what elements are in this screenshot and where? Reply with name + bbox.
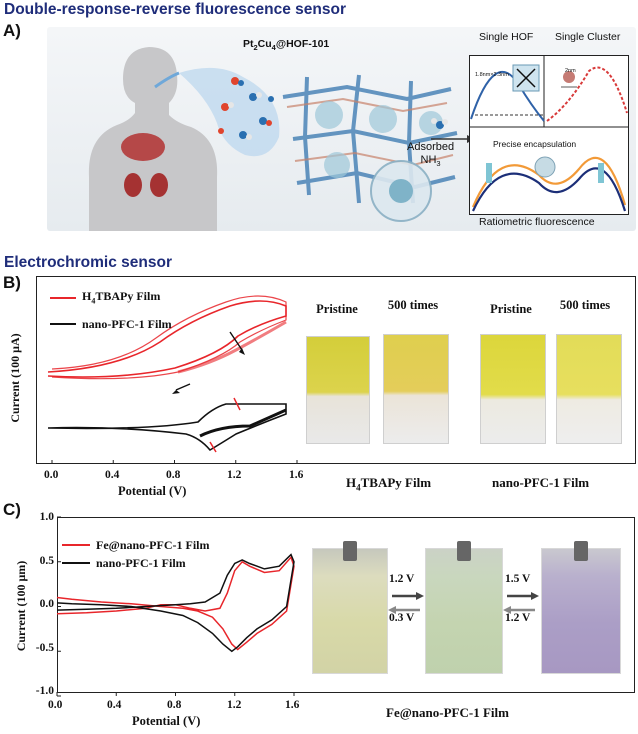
- fe-film-green-vial-photo: [425, 541, 503, 674]
- legend-b-nano-pfc1: nano-PFC-1 Film: [82, 317, 172, 331]
- ytick-c-1: 0.5: [39, 555, 54, 567]
- caption-fe-nano-pfc1-film: Fe@nano-PFC-1 Film: [386, 705, 509, 720]
- arrows-2-icon: [503, 592, 539, 614]
- inset-dimension-label: 1.8nm×2.3nm: [475, 72, 509, 78]
- xtick-c-2: 0.8: [167, 699, 182, 711]
- material-label: Pt2Cu4@HOF-101: [243, 38, 330, 53]
- panel-c-frame: [57, 517, 635, 693]
- panel-c-chart: [56, 516, 295, 697]
- legend-b-h4tbapy: H4TBAPy Film: [82, 289, 161, 306]
- fe-film-yellow-vial-photo: [312, 541, 388, 674]
- times-label-2: 500 times: [559, 298, 611, 312]
- arrows-1-icon: [388, 592, 424, 614]
- inset-cluster-size-label: 2nm: [565, 68, 576, 74]
- panel-b-xticks: 0.0 0.4 0.8 1.2 1.6: [0, 469, 304, 483]
- panel-a-illustration: Pt2Cu4@HOF-101 Adsorbed NH3 Single HOF S…: [47, 27, 636, 231]
- human-figure-icon: [88, 47, 475, 231]
- nano-pfc1-pristine-film-photo: [480, 334, 546, 444]
- ytick-c-2: 0.0: [39, 598, 54, 610]
- ratiometric-fluorescence-label: Ratiometric fluorescence: [479, 216, 595, 228]
- adsorbed-nh3-label: Adsorbed NH3: [407, 141, 455, 169]
- panel-b-frame: [36, 276, 636, 464]
- voltage-2-top: 1.5 V: [505, 573, 531, 585]
- panel-b-label: B): [3, 273, 21, 292]
- pristine-label-2: Pristine: [490, 302, 532, 316]
- panel-c-xlabel: Potential (V): [132, 714, 201, 728]
- legend-c-nano-pfc1: nano-PFC-1 Film: [96, 556, 186, 570]
- voltage-1-top: 1.2 V: [389, 573, 415, 585]
- xtick-c-0: 0.0: [48, 699, 63, 711]
- gas-molecules-icon: [218, 77, 274, 140]
- section-b-title: Electrochromic sensor: [4, 254, 172, 271]
- xtick-c-3: 1.2: [227, 699, 242, 711]
- precise-encapsulation-label: Precise encapsulation: [493, 139, 577, 149]
- fe-film-purple-vial-photo: [541, 541, 621, 674]
- xtick-b-3: 1.2: [227, 469, 242, 481]
- nano-pfc1-cv-curve: [47, 403, 287, 452]
- times-label-1: 500 times: [387, 298, 439, 312]
- xtick-b-2: 0.8: [166, 469, 181, 481]
- h4tbapy-500-times-film-photo: [383, 334, 449, 444]
- panel-a-label: A): [3, 21, 21, 40]
- ytick-c-4: -1.0: [35, 685, 54, 697]
- xtick-b-1: 0.4: [105, 469, 120, 481]
- ytick-c-3: -0.5: [35, 642, 54, 654]
- section-a-title: Double-response-reverse fluorescence sen…: [4, 1, 346, 18]
- inset-diagram: [469, 55, 629, 215]
- cv-curve-c-0: [56, 555, 295, 651]
- h4tbapy-pristine-film-photo: [306, 336, 370, 444]
- xtick-c-4: 1.6: [285, 699, 300, 711]
- xtick-b-4: 1.6: [289, 469, 304, 481]
- panel-c-yticks: 1.0 0.5 0.0 -0.5 -1.0: [0, 510, 60, 700]
- voltage-1-bottom: 0.3 V: [389, 612, 415, 624]
- legend-c-fe-nano-pfc1: Fe@nano-PFC-1 Film: [96, 538, 210, 552]
- inset-panel: Single HOF Single Cluster 1.8nm×2.3nm 2n…: [469, 31, 629, 228]
- voltage-2-bottom: 1.2 V: [505, 612, 531, 624]
- panel-c-label: C): [3, 500, 21, 519]
- xtick-c-1: 0.4: [107, 699, 122, 711]
- ytick-c-0: 1.0: [39, 511, 54, 523]
- caption-nano-pfc1-film: nano-PFC-1 Film: [492, 475, 590, 490]
- caption-h4tbapy-film: H4TBAPy Film: [346, 475, 432, 493]
- pristine-label-1: Pristine: [316, 302, 358, 316]
- xtick-b-0: 0.0: [44, 469, 59, 481]
- single-cluster-label: Single Cluster: [555, 31, 621, 43]
- panel-b-chart: [47, 295, 298, 464]
- liver-icon: [121, 133, 165, 161]
- cv-curve-c-1: [56, 553, 295, 653]
- panel-b-xlabel: Potential (V): [118, 484, 187, 498]
- nano-pfc1-500-times-film-photo: [556, 334, 622, 444]
- panel-c-xticks: 0.0 0.4 0.8 1.2 1.6: [0, 699, 310, 713]
- single-hof-label: Single HOF: [479, 31, 534, 43]
